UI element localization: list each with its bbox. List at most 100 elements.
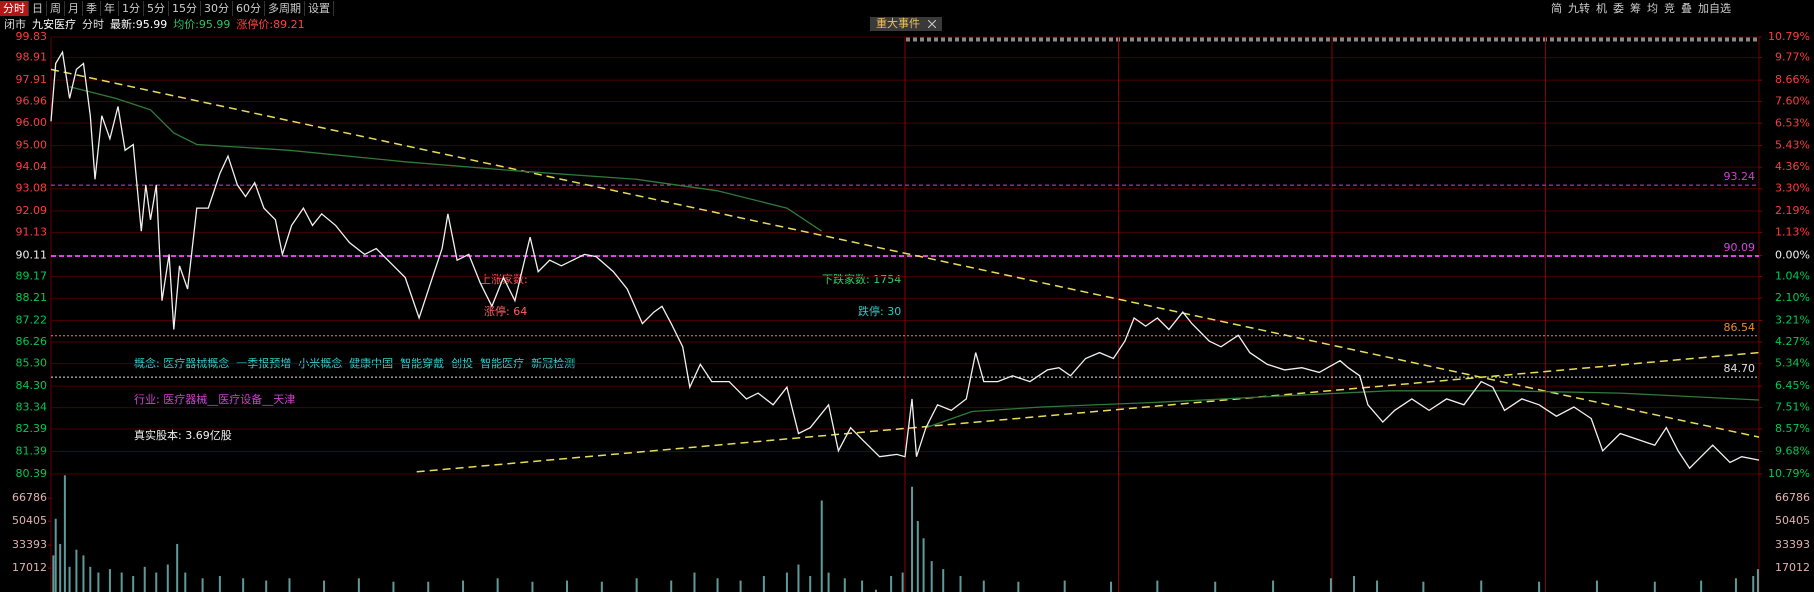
y-tick-label: 91.13 — [16, 226, 48, 239]
y2-tick-label: 3.30% — [1775, 182, 1810, 195]
y2-tick-label: 1.04% — [1775, 270, 1810, 283]
volume-bar — [861, 580, 864, 592]
volume-bar — [288, 578, 291, 592]
volume-bar — [922, 538, 925, 592]
y2-tick-label: 7.51% — [1775, 401, 1810, 414]
y-tick-label: 87.22 — [16, 313, 48, 326]
volume-bar — [1156, 580, 1159, 592]
period-tab[interactable]: 月 — [65, 0, 83, 16]
volume-bar — [89, 566, 92, 592]
y2-tick-label: 3.21% — [1775, 314, 1810, 327]
volume-bar — [59, 543, 62, 592]
volume-bar — [1752, 575, 1755, 592]
volume-bar — [242, 578, 245, 592]
period-tab[interactable]: 5分 — [144, 0, 169, 16]
tool-button[interactable]: 筹 — [1630, 2, 1641, 15]
tool-button[interactable]: 叠 — [1681, 2, 1692, 15]
volume-bar — [63, 475, 66, 592]
volume-bar — [843, 578, 846, 592]
y-tick-label: 92.09 — [16, 204, 48, 217]
volume-bar — [52, 555, 55, 592]
ref-label: 84.70 — [1724, 362, 1756, 375]
vol-tick-label-right: 33393 — [1775, 538, 1810, 551]
volume-bar — [531, 581, 534, 592]
y-tick-label: 95.00 — [16, 139, 48, 152]
volume-bar — [797, 564, 800, 592]
tool-button[interactable]: 竞 — [1664, 2, 1675, 15]
tool-button[interactable]: 均 — [1647, 2, 1658, 15]
volume-bar — [155, 572, 158, 592]
ref-label: 93.24 — [1724, 170, 1756, 183]
trend-line — [50, 68, 1760, 438]
vol-tick-label-right: 50405 — [1775, 514, 1810, 527]
period-tab[interactable]: 60分 — [233, 0, 265, 16]
y2-tick-label: 5.43% — [1775, 139, 1810, 152]
volume-bar — [427, 581, 430, 592]
volume-bar — [392, 581, 395, 592]
tool-button[interactable]: 加自选 — [1698, 2, 1731, 15]
period-tab[interactable]: 分时 — [0, 0, 29, 16]
period-tab[interactable]: 日 — [29, 0, 47, 16]
avg-line — [69, 86, 1760, 429]
period-tab[interactable]: 季 — [83, 0, 101, 16]
tool-button[interactable]: 九转 — [1568, 2, 1590, 15]
close-icon[interactable] — [928, 20, 936, 28]
tool-button[interactable]: 委 — [1613, 2, 1624, 15]
tool-button[interactable]: 机 — [1596, 2, 1607, 15]
volume-bar — [942, 569, 945, 592]
volume-bar — [1538, 581, 1541, 592]
volume-bar — [184, 572, 187, 592]
fall-count: 下跌家数: 1754 — [822, 272, 901, 286]
stock-name: 九安医疗 — [32, 18, 76, 31]
event-tag[interactable]: 重大事件 — [870, 17, 942, 31]
volume-bar — [809, 575, 812, 592]
y-tick-label: 98.91 — [16, 51, 48, 64]
quote-header: 闭市 九安医疗 分时 最新:95.99 均价:95.99 涨停价:89.21 — [4, 16, 311, 32]
limit-down-count: 跌停: 30 — [858, 304, 901, 318]
tool-bar: 简九转机委筹均竞叠加自选 — [1548, 0, 1734, 16]
y-tick-label: 81.39 — [16, 445, 48, 458]
y-tick-label: 97.91 — [16, 73, 48, 86]
volume-bar — [108, 569, 111, 592]
y2-tick-label: 10.79% — [1768, 30, 1810, 43]
y-tick-label: 89.17 — [16, 270, 48, 283]
volume-bar — [218, 575, 221, 592]
event-label: 重大事件 — [876, 17, 920, 30]
volume-bar — [82, 555, 85, 592]
y2-tick-label: 8.57% — [1775, 422, 1810, 435]
volume-bar — [1352, 575, 1355, 592]
y-tick-label: 99.83 — [16, 30, 48, 43]
volume-bar — [693, 572, 696, 592]
volume-bar — [959, 575, 962, 592]
volume-bar — [462, 580, 465, 592]
period-tab[interactable]: 年 — [101, 0, 119, 16]
tool-button[interactable]: 简 — [1551, 2, 1562, 15]
mode: 分时 — [82, 18, 104, 31]
y2-tick-label: 6.45% — [1775, 379, 1810, 392]
y2-tick-label: 1.13% — [1775, 226, 1810, 239]
status: 闭市 — [4, 18, 26, 31]
ref-label: 90.09 — [1724, 241, 1756, 254]
y-tick-label: 94.04 — [16, 160, 48, 173]
volume-bar — [1422, 581, 1425, 592]
period-tab[interactable]: 多周期 — [265, 0, 305, 16]
period-tab[interactable]: 1分 — [119, 0, 144, 16]
avg-price: 均价:95.99 — [173, 18, 231, 31]
limit-price: 涨停价:89.21 — [236, 18, 305, 31]
period-tab[interactable]: 30分 — [201, 0, 233, 16]
volume-bar — [1017, 581, 1020, 592]
volume-bar — [716, 578, 719, 592]
volume-bar — [820, 500, 823, 592]
y-tick-label: 86.26 — [16, 335, 48, 348]
volume-bar — [176, 543, 179, 592]
volume-bar — [566, 580, 569, 592]
volume-bar — [1063, 580, 1066, 592]
volume-bar — [739, 580, 742, 592]
period-tab[interactable]: 设置 — [305, 0, 334, 16]
volume-bar — [166, 564, 169, 592]
volume-bar — [143, 566, 146, 592]
period-tab[interactable]: 周 — [47, 0, 65, 16]
period-tab[interactable]: 15分 — [169, 0, 201, 16]
volume-bar — [670, 580, 673, 592]
volume-bar — [75, 549, 78, 592]
